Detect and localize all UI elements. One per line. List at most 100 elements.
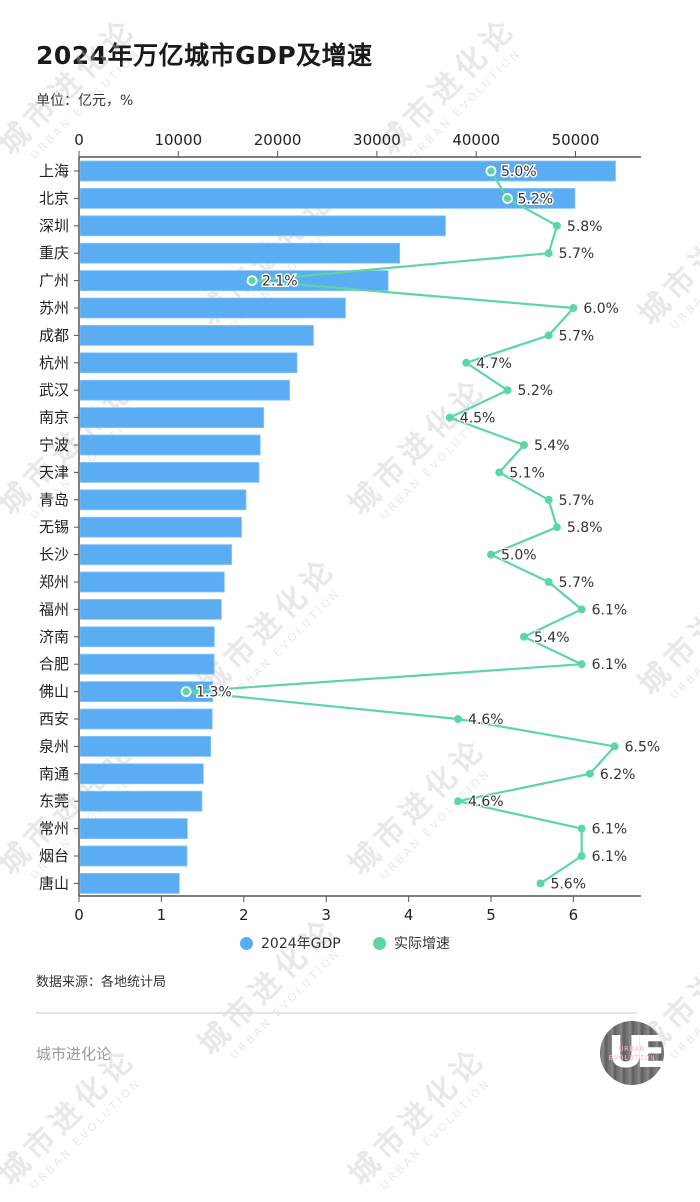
gdp-bar[interactable] — [79, 653, 215, 675]
gdp-bar[interactable] — [79, 242, 401, 264]
gdp-bar[interactable] — [79, 790, 203, 812]
legend-gdp-dot-icon — [240, 936, 253, 950]
growth-point[interactable] — [585, 769, 594, 778]
category-label: 深圳 — [39, 217, 69, 235]
category-label: 青岛 — [39, 491, 69, 509]
category-label: 福州 — [39, 600, 69, 618]
gdp-bar[interactable] — [79, 379, 290, 401]
gdp-bar[interactable] — [79, 352, 298, 374]
growth-value-label: 5.7% — [559, 493, 595, 509]
category-label: 苏州 — [39, 299, 69, 317]
gdp-bar[interactable] — [79, 215, 446, 237]
growth-value-label: 6.5% — [625, 739, 661, 755]
bottom-axis-tick-label: 2 — [239, 906, 249, 924]
gdp-bar[interactable] — [79, 297, 346, 319]
bottom-axis-tick-label: 4 — [404, 906, 414, 924]
category-label: 唐山 — [39, 874, 69, 892]
gdp-bar[interactable] — [79, 681, 214, 702]
legend-item-growth[interactable]: 实际增速 — [373, 933, 450, 953]
growth-point[interactable] — [544, 495, 553, 504]
growth-value-label: 6.1% — [592, 657, 628, 673]
growth-point[interactable] — [246, 275, 258, 287]
growth-point[interactable] — [544, 331, 553, 340]
growth-point[interactable] — [502, 192, 513, 204]
gdp-bar[interactable] — [79, 873, 180, 894]
growth-point[interactable] — [454, 797, 463, 806]
logo-letters: UE — [608, 1027, 664, 1078]
top-axis-tick-label: 40000 — [452, 131, 500, 149]
category-label: 天津 — [39, 463, 69, 481]
brand-logo: UE URBAN EVOLUTION — [600, 1021, 664, 1085]
growth-point[interactable] — [495, 468, 504, 477]
legend-item-gdp[interactable]: 2024年GDP — [240, 933, 341, 953]
top-axis-tick-label: 20000 — [254, 131, 302, 149]
growth-point[interactable] — [577, 852, 586, 860]
top-axis-tick-label: 30000 — [353, 131, 401, 149]
gdp-bar[interactable] — [79, 489, 247, 511]
gdp-bar[interactable] — [79, 763, 204, 785]
growth-point[interactable] — [552, 523, 561, 532]
gdp-bar[interactable] — [79, 599, 222, 620]
legend: 2024年GDP 实际增速 — [0, 933, 700, 955]
growth-point[interactable] — [610, 742, 619, 751]
growth-point[interactable] — [536, 879, 545, 888]
growth-point[interactable] — [445, 413, 454, 422]
growth-value-label: 5.4% — [534, 630, 570, 646]
gdp-bar[interactable] — [79, 736, 212, 757]
gdp-bar[interactable] — [79, 544, 233, 565]
growth-value-label: 5.1% — [509, 465, 545, 481]
growth-point[interactable] — [552, 221, 561, 230]
growth-point[interactable] — [577, 605, 586, 614]
gdp-bar[interactable] — [79, 516, 242, 538]
category-label: 成都 — [39, 326, 69, 344]
growth-value-label: 2.1% — [262, 274, 298, 290]
gdp-bar[interactable] — [79, 434, 261, 456]
growth-point[interactable] — [462, 358, 471, 367]
growth-point[interactable] — [503, 386, 512, 395]
growth-value-label: 5.8% — [567, 219, 603, 235]
legend-growth-label: 实际增速 — [394, 936, 450, 952]
growth-value-label: 6.1% — [592, 849, 628, 865]
gdp-bar[interactable] — [79, 708, 213, 730]
footer-divider — [36, 1012, 637, 1014]
category-label: 佛山 — [39, 683, 69, 701]
growth-point[interactable] — [454, 715, 463, 723]
growth-value-label: 5.7% — [559, 575, 595, 591]
bottom-axis-tick-label: 3 — [321, 906, 331, 924]
gdp-bar[interactable] — [79, 571, 225, 593]
growth-point[interactable] — [180, 686, 192, 697]
gdp-bar[interactable] — [79, 461, 260, 483]
gdp-bar[interactable] — [79, 187, 576, 209]
growth-point[interactable] — [519, 441, 528, 449]
growth-point[interactable] — [544, 578, 553, 586]
growth-point[interactable] — [569, 304, 578, 312]
growth-point[interactable] — [519, 632, 528, 641]
growth-value-label: 5.7% — [559, 246, 595, 262]
bottom-axis-tick-label: 6 — [569, 906, 579, 924]
bottom-axis-tick-label: 5 — [486, 906, 496, 924]
data-source: 数据来源：各地统计局 — [36, 975, 167, 990]
legend-growth-dot-icon — [373, 936, 386, 950]
gdp-bar[interactable] — [79, 324, 314, 346]
category-label: 重庆 — [39, 244, 69, 262]
growth-point[interactable] — [544, 249, 553, 258]
growth-value-label: 4.6% — [468, 712, 504, 728]
category-label: 烟台 — [39, 847, 69, 865]
gdp-bar[interactable] — [79, 818, 188, 839]
growth-point[interactable] — [577, 824, 586, 833]
growth-value-label: 4.5% — [460, 411, 496, 427]
growth-value-label: 1.3% — [196, 685, 232, 701]
chart-canvas: 0 10000 20000 30000 40000 50000 0 1 2 3 4 5 6 上海北京深圳重… — [39, 131, 661, 924]
category-label: 常州 — [39, 820, 69, 838]
gdp-bar[interactable] — [79, 626, 215, 648]
growth-point[interactable] — [487, 550, 495, 559]
growth-point[interactable] — [577, 660, 586, 669]
gdp-bar[interactable] — [79, 407, 265, 429]
growth-point[interactable] — [485, 165, 497, 177]
growth-value-label: 4.6% — [468, 794, 504, 810]
gdp-bar[interactable] — [79, 845, 188, 867]
category-label: 上海 — [39, 162, 69, 180]
gdp-bar[interactable] — [79, 160, 616, 182]
bottom-axis-tick-label: 0 — [74, 906, 84, 924]
logo-text-top: URBAN — [618, 1045, 646, 1053]
